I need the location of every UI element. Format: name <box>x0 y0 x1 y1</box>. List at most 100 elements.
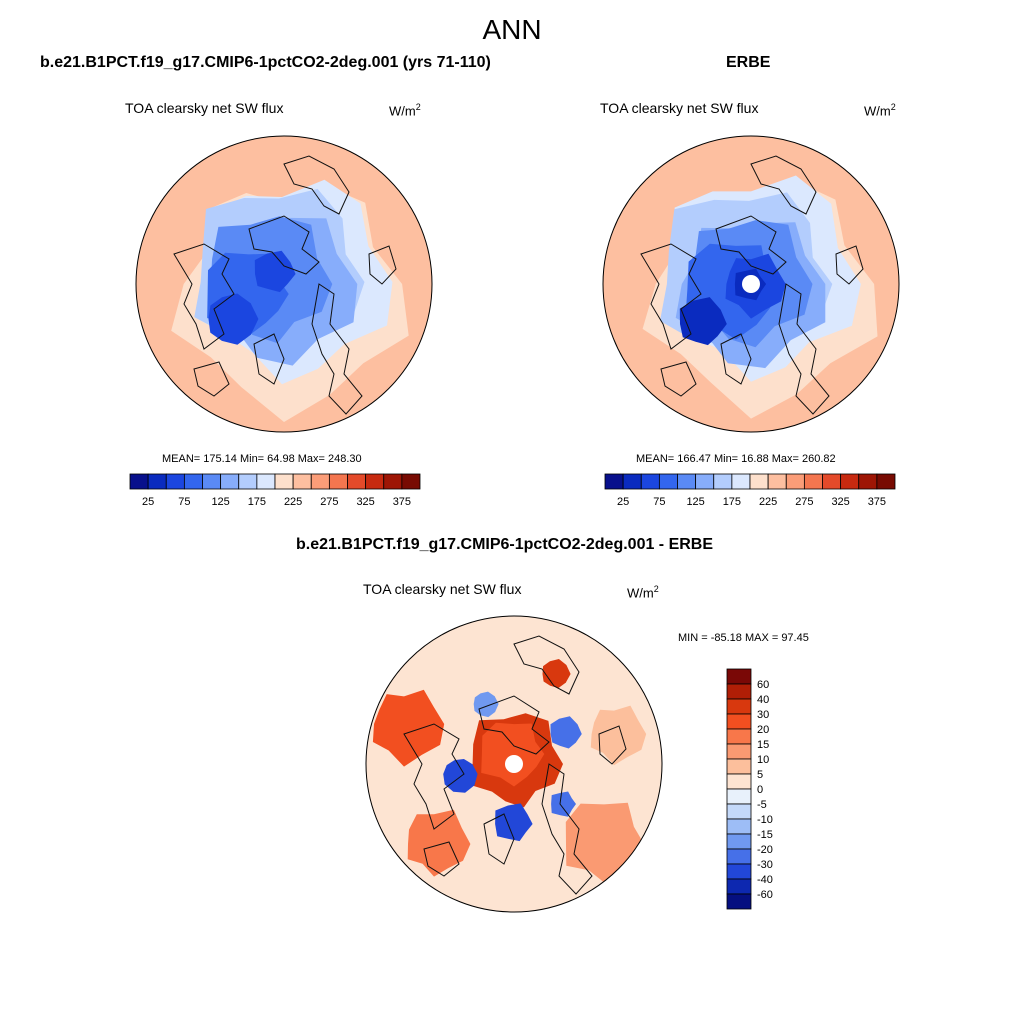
panel-title-model: b.e21.B1PCT.f19_g17.CMIP6-1pctCO2-2deg.0… <box>40 54 491 71</box>
map-field <box>136 136 432 432</box>
stats-label-model: MEAN= 175.14 Min= 64.98 Max= 248.30 <box>162 453 362 465</box>
field-contour <box>481 722 545 787</box>
stats-label-diff: MIN = -85.18 MAX = 97.45 <box>678 632 809 644</box>
colorbar-box <box>726 863 752 880</box>
colorbar-box <box>658 473 678 490</box>
coastline <box>640 243 702 350</box>
colorbar-tick-label: 275 <box>795 496 813 508</box>
field-contour <box>495 803 533 842</box>
colorbar-box <box>401 473 421 490</box>
colorbar-box <box>858 473 878 490</box>
colorbar-box <box>767 473 787 490</box>
colorbar-box <box>622 473 642 490</box>
colorbar-tick-label: 40 <box>757 694 769 706</box>
colorbar-box <box>726 803 752 820</box>
colorbar-box <box>731 473 751 490</box>
coastline <box>478 695 550 755</box>
colorbar-box <box>713 473 733 490</box>
coastline <box>720 333 752 385</box>
map-field <box>603 136 899 432</box>
colorbar-tick-label: -30 <box>757 859 773 871</box>
field-contour <box>551 791 576 817</box>
colorbar-tick-label: 20 <box>757 724 769 736</box>
colorbar-tick-label: 75 <box>653 496 665 508</box>
field-contour <box>590 705 647 766</box>
colorbar-tick-label: 10 <box>757 754 769 766</box>
colorbar-tick-label: -60 <box>757 889 773 901</box>
map-boundary <box>135 135 433 433</box>
colorbar-tick-label: 25 <box>617 496 629 508</box>
coastline <box>403 723 465 830</box>
colorbar-box <box>640 473 660 490</box>
colorbar-box <box>129 473 149 490</box>
pole-hole <box>742 275 760 293</box>
colorbar-model: 25 75 125 175 225 275 325 375 <box>129 473 421 508</box>
colorbar-box <box>220 473 240 490</box>
colorbar-box <box>726 758 752 775</box>
colorbar-box <box>328 473 348 490</box>
field-contour <box>372 689 445 767</box>
coastline <box>715 215 787 275</box>
map-field <box>366 616 662 912</box>
colorbar-box <box>202 473 222 490</box>
colorbar-box <box>347 473 367 490</box>
colorbar-tick-label: 175 <box>723 496 741 508</box>
map-boundary <box>365 615 663 913</box>
polar-map-obs <box>602 135 900 433</box>
colorbar-box <box>726 698 752 715</box>
coastline <box>513 635 580 695</box>
coastline <box>835 245 864 285</box>
colorbar-box <box>292 473 312 490</box>
colorbar-tick-label: 15 <box>757 739 769 751</box>
colorbar-tick-label: -40 <box>757 874 773 886</box>
colorbar-box <box>726 818 752 835</box>
coastline <box>253 333 285 385</box>
colorbar-tick-label: 25 <box>142 496 154 508</box>
coastline <box>598 725 627 765</box>
colorbar-box <box>876 473 896 490</box>
colorbar-tick-label: 375 <box>868 496 886 508</box>
variable-label-diff: TOA clearsky net SW flux <box>363 581 522 597</box>
colorbar-tick-label: 30 <box>757 709 769 721</box>
colorbar-tick-label: 375 <box>393 496 411 508</box>
colorbar-box <box>840 473 860 490</box>
colorbar-tick-label: 75 <box>178 496 190 508</box>
colorbar-box <box>165 473 185 490</box>
colorbar-box <box>256 473 276 490</box>
colorbar-tick-label: 125 <box>211 496 229 508</box>
colorbar-box <box>383 473 403 490</box>
colorbar-box <box>274 473 294 490</box>
field-contour <box>443 759 478 793</box>
units-label-obs: W/m2 <box>864 102 896 119</box>
colorbar-box <box>726 833 752 850</box>
colorbar-box <box>726 713 752 730</box>
colorbar-tick-label: 0 <box>757 784 763 796</box>
colorbar-tick-label: 125 <box>686 496 704 508</box>
colorbar-box <box>726 773 752 790</box>
coastline <box>778 283 830 415</box>
colorbar-tick-label: 225 <box>759 496 777 508</box>
coastline <box>193 361 230 397</box>
colorbar-obs: 25 75 125 175 225 275 325 375 <box>604 473 896 508</box>
page-title: ANN <box>482 14 542 45</box>
polar-map-model <box>135 135 433 433</box>
colorbar-box <box>726 668 752 685</box>
variable-label-model: TOA clearsky net SW flux <box>125 100 284 116</box>
colorbar-box <box>749 473 769 490</box>
colorbar-box <box>238 473 258 490</box>
stats-label-obs: MEAN= 166.47 Min= 16.88 Max= 260.82 <box>636 453 836 465</box>
colorbar-box <box>604 473 624 490</box>
colorbar-diff: 60 40 30 20 15 10 5 0 -5 -10 -15 -20 -30 -40 -60 <box>726 668 773 910</box>
colorbar-box <box>726 788 752 805</box>
colorbar-tick-label: 325 <box>356 496 374 508</box>
field-contour <box>550 716 582 749</box>
colorbar-box <box>785 473 805 490</box>
colorbar-tick-label: -20 <box>757 844 773 856</box>
colorbar-box <box>726 743 752 760</box>
colorbar-box <box>147 473 167 490</box>
field-contour <box>208 293 259 345</box>
colorbar-box <box>310 473 330 490</box>
polar-map-diff <box>365 615 663 913</box>
coastline <box>541 763 593 895</box>
colorbar-box <box>365 473 385 490</box>
